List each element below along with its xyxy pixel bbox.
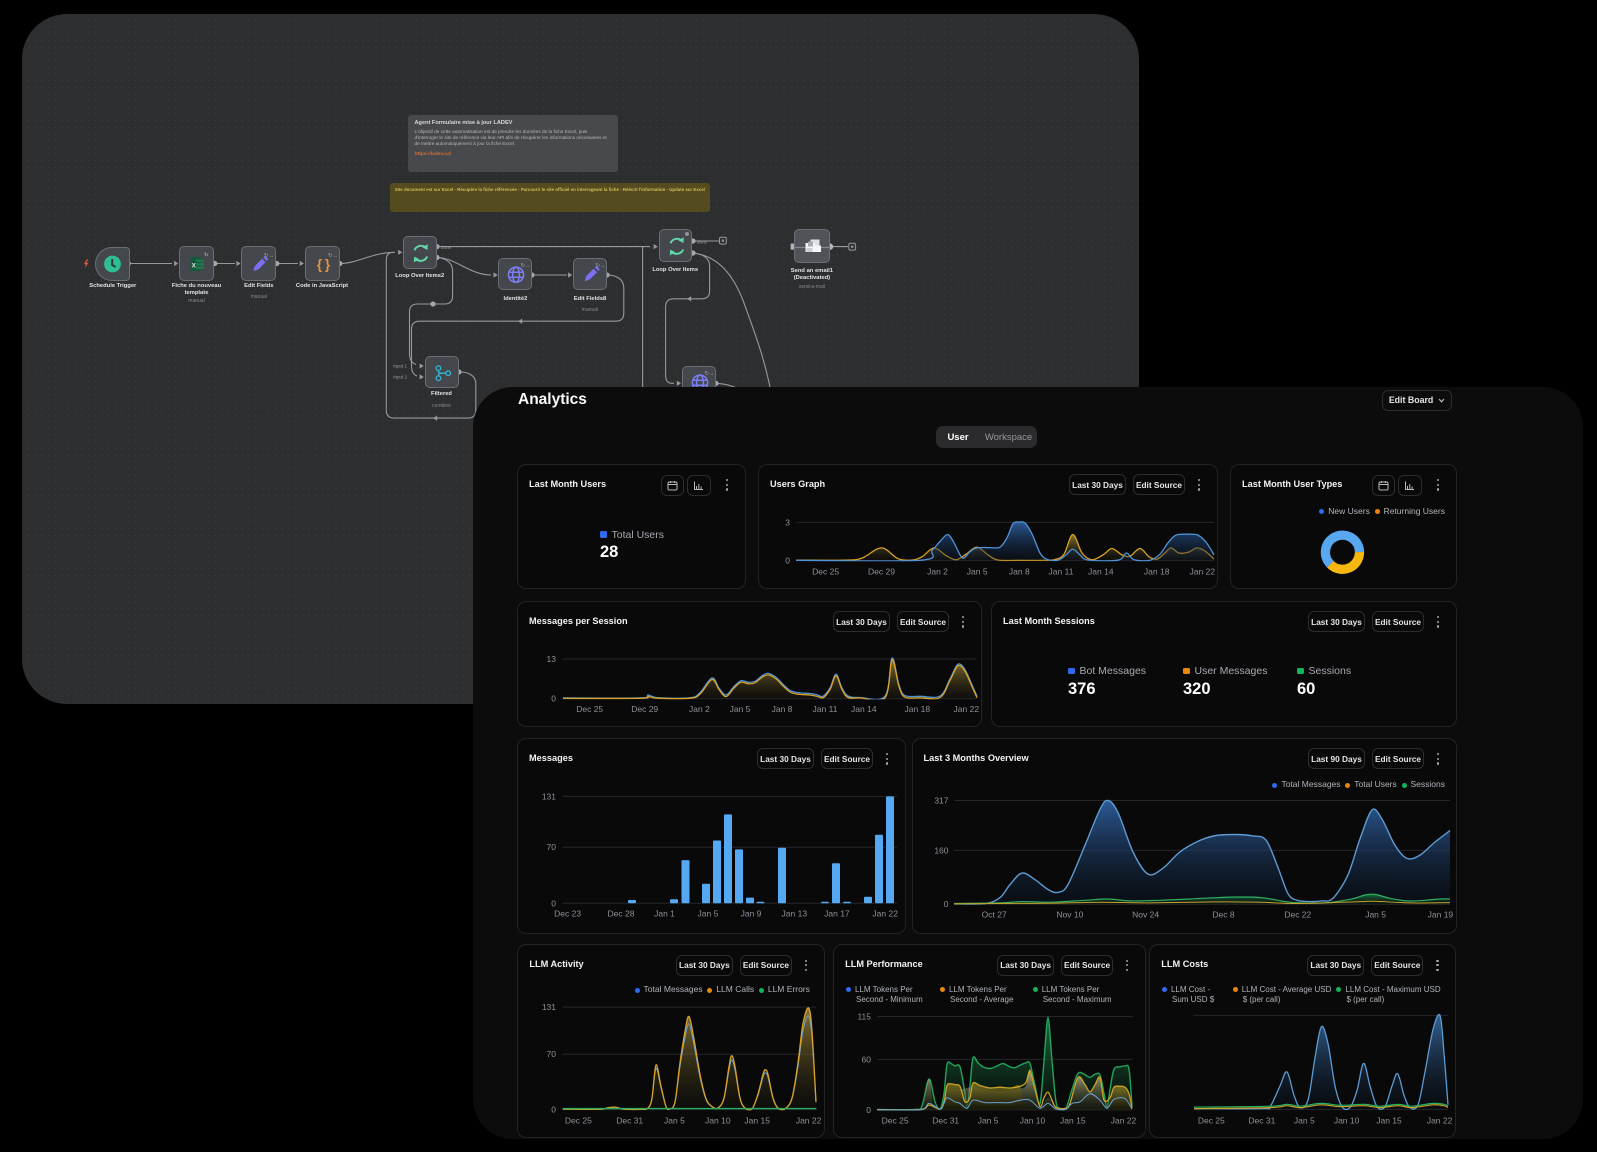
svg-text:3: 3 [785, 517, 790, 527]
svg-text:Nov 24: Nov 24 [1132, 910, 1159, 920]
svg-text:done: done [697, 240, 708, 245]
svg-text:Jan 5: Jan 5 [1365, 910, 1386, 920]
svg-text:Dec 31: Dec 31 [616, 1116, 643, 1126]
svg-text:Nov 10: Nov 10 [1056, 910, 1083, 920]
svg-text:Jan 22: Jan 22 [1111, 1116, 1137, 1126]
svg-text:Input 1: Input 1 [393, 364, 407, 369]
svg-text:Jan 10: Jan 10 [705, 1116, 731, 1126]
svg-text:70: 70 [547, 1049, 557, 1059]
svg-text:↻→: ↻→ [596, 262, 606, 269]
svg-text:Dec 8: Dec 8 [1212, 910, 1234, 920]
svg-text:Jan 2: Jan 2 [689, 704, 710, 714]
svg-text:Dec 25: Dec 25 [576, 704, 603, 714]
svg-text:Jan 10: Jan 10 [1334, 1116, 1360, 1126]
svg-text:Dec 25: Dec 25 [882, 1116, 909, 1126]
svg-text:70: 70 [547, 842, 557, 852]
svg-text:Jan 18: Jan 18 [1144, 567, 1170, 577]
svg-text:Dec 29: Dec 29 [868, 567, 895, 577]
svg-text:Jan 5: Jan 5 [967, 567, 988, 577]
svg-text:Jan 5: Jan 5 [664, 1116, 685, 1126]
svg-text:Dec 22: Dec 22 [1284, 910, 1311, 920]
svg-text:Jan 22: Jan 22 [796, 1116, 822, 1126]
svg-text:Jan 17: Jan 17 [824, 909, 850, 919]
svg-text:Jan 2: Jan 2 [927, 567, 948, 577]
svg-text:↻→: ↻→ [328, 252, 338, 259]
svg-text:Jan 19: Jan 19 [1428, 910, 1454, 920]
svg-text:0: 0 [551, 898, 556, 908]
svg-text:Jan 22: Jan 22 [1427, 1116, 1453, 1126]
svg-text:Jan 14: Jan 14 [1088, 567, 1114, 577]
svg-text:13: 13 [547, 654, 557, 664]
svg-text:Jan 10: Jan 10 [1020, 1116, 1046, 1126]
svg-text:Jan 15: Jan 15 [1376, 1116, 1402, 1126]
svg-text:Jan 1: Jan 1 [654, 909, 675, 919]
svg-text:Dec 28: Dec 28 [608, 909, 635, 919]
svg-text:Jan 22: Jan 22 [1190, 567, 1216, 577]
svg-text:60: 60 [862, 1054, 872, 1064]
svg-text:Jan 13: Jan 13 [782, 909, 808, 919]
svg-text:317: 317 [934, 796, 948, 806]
svg-text:Oct 27: Oct 27 [982, 910, 1007, 920]
svg-text:Jan 11: Jan 11 [813, 704, 838, 714]
svg-text:131: 131 [542, 791, 556, 801]
svg-text:Jan 5: Jan 5 [1294, 1116, 1315, 1126]
svg-text:Dec 25: Dec 25 [812, 567, 839, 577]
svg-text:Jan 15: Jan 15 [1060, 1116, 1086, 1126]
svg-text:Jan 5: Jan 5 [978, 1116, 999, 1126]
svg-text:Dec 31: Dec 31 [1248, 1116, 1275, 1126]
svg-text:↻→: ↻→ [264, 252, 274, 259]
svg-text:115: 115 [857, 1012, 871, 1022]
svg-text:Dec 25: Dec 25 [1198, 1116, 1225, 1126]
svg-text:Jan 14: Jan 14 [851, 704, 877, 714]
svg-text:Dec 25: Dec 25 [565, 1116, 592, 1126]
svg-text:↻→: ↻→ [521, 262, 531, 269]
svg-text:x: x [192, 260, 197, 269]
svg-text:Jan 11: Jan 11 [1049, 567, 1074, 577]
svg-text:Dec 23: Dec 23 [554, 909, 581, 919]
svg-text:Jan 15: Jan 15 [744, 1116, 770, 1126]
svg-text:Jan 18: Jan 18 [905, 704, 931, 714]
svg-text:0: 0 [944, 899, 949, 909]
svg-text:160: 160 [934, 845, 948, 855]
svg-text:Jan 8: Jan 8 [772, 704, 793, 714]
svg-text:0: 0 [551, 694, 556, 704]
svg-text:↻→: ↻→ [704, 370, 714, 377]
svg-text:Input 2: Input 2 [393, 375, 407, 380]
svg-text:0: 0 [866, 1105, 871, 1115]
svg-text:{ }: { } [316, 257, 330, 272]
svg-text:Jan 22: Jan 22 [872, 909, 898, 919]
svg-text:Dec 31: Dec 31 [932, 1116, 959, 1126]
svg-text:done: done [441, 245, 452, 250]
svg-text:Dec 29: Dec 29 [631, 704, 658, 714]
svg-text:Jan 5: Jan 5 [698, 909, 719, 919]
svg-text:131: 131 [542, 1002, 556, 1012]
svg-text:Jan 9: Jan 9 [741, 909, 762, 919]
svg-text:↻: ↻ [204, 251, 209, 258]
svg-text:Jan 8: Jan 8 [1009, 567, 1030, 577]
svg-text:Jan 22: Jan 22 [954, 704, 980, 714]
svg-text:0: 0 [785, 556, 790, 566]
svg-text:Jan 5: Jan 5 [730, 704, 751, 714]
svg-text:0: 0 [551, 1105, 556, 1115]
